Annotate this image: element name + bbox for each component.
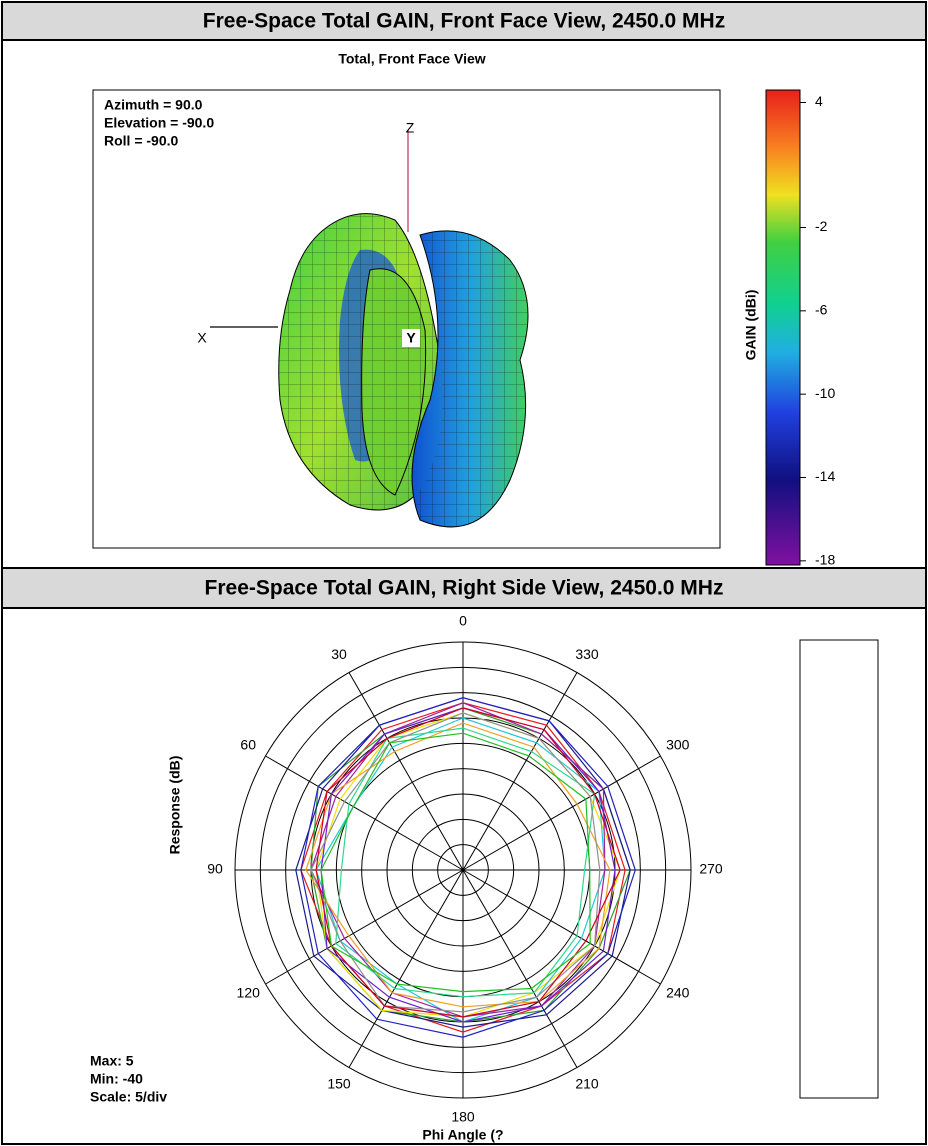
panel-title: Free-Space Total GAIN, Front Face View, … xyxy=(203,10,725,33)
polar-plot: 03060901201501802102402703003300□15□30□4… xyxy=(207,613,836,1125)
angle-label: 60 xyxy=(240,737,256,753)
colorbar-tick-label: -10 xyxy=(815,385,835,401)
pattern-surface xyxy=(278,213,529,528)
grid-spoke xyxy=(348,869,464,1068)
y-axis-label: Response (dB) xyxy=(167,756,183,855)
series-line xyxy=(320,707,616,1023)
colorbar-tick-label: -18 xyxy=(815,552,835,568)
scale-annotation: Scale: 5/div xyxy=(90,1089,167,1105)
plot-subtitle: Total, Front Face View xyxy=(338,51,485,67)
view-annotation: Roll = -90.0 xyxy=(104,133,179,149)
axis-label-box xyxy=(402,329,420,347)
axis-name: X xyxy=(197,330,207,346)
angle-label: 330 xyxy=(575,646,599,662)
colorbar xyxy=(765,89,801,566)
grid-spoke xyxy=(348,672,464,871)
series-line xyxy=(300,697,636,1038)
series-line xyxy=(310,712,601,1013)
grid-spoke xyxy=(265,869,464,985)
series-line xyxy=(320,732,591,993)
x-axis-label: Phi Angle (? xyxy=(422,1127,503,1143)
series-line xyxy=(315,707,621,1018)
angle-label: 30 xyxy=(331,646,347,662)
colorbar-tick-label: 4 xyxy=(815,93,823,109)
grid-spoke xyxy=(462,672,578,871)
angle-label: 0 xyxy=(459,613,467,629)
colorbar-tick-label: -2 xyxy=(815,218,828,234)
grid-spoke xyxy=(265,755,464,871)
header-bar xyxy=(1,567,927,609)
panel-title: Free-Space Total GAIN, Right Side View, … xyxy=(205,577,724,600)
colorbar-tick-label: -6 xyxy=(815,302,828,318)
angle-label: 300 xyxy=(666,737,690,753)
angle-label: 180 xyxy=(451,1109,475,1125)
grid-spoke xyxy=(462,869,661,985)
view-annotation: Elevation = -90.0 xyxy=(104,115,214,131)
grid-spoke xyxy=(462,755,661,871)
grid-spoke xyxy=(462,869,578,1068)
view-annotation: Azimuth = 90.0 xyxy=(104,97,203,113)
colorbar-tick-label: -14 xyxy=(815,468,835,484)
colorbar-ticks: 4 -2 -6 -10 -14 -18 xyxy=(800,93,835,568)
angle-label: 90 xyxy=(207,861,223,877)
angle-label: 120 xyxy=(237,985,261,1001)
axis-name: Y xyxy=(406,330,416,346)
legend-box xyxy=(799,639,879,1099)
colorbar-label: GAIN (dBi) xyxy=(743,290,759,361)
angle-label: 210 xyxy=(575,1075,599,1091)
header-bar xyxy=(1,1,927,41)
axis-name: Z xyxy=(406,120,415,136)
angle-label: 240 xyxy=(666,985,690,1001)
scale-annotation: Min: -40 xyxy=(90,1071,143,1087)
scale-annotation: Max: 5 xyxy=(90,1053,134,1069)
angle-label: 270 xyxy=(699,861,723,877)
angle-label: 150 xyxy=(327,1075,351,1091)
